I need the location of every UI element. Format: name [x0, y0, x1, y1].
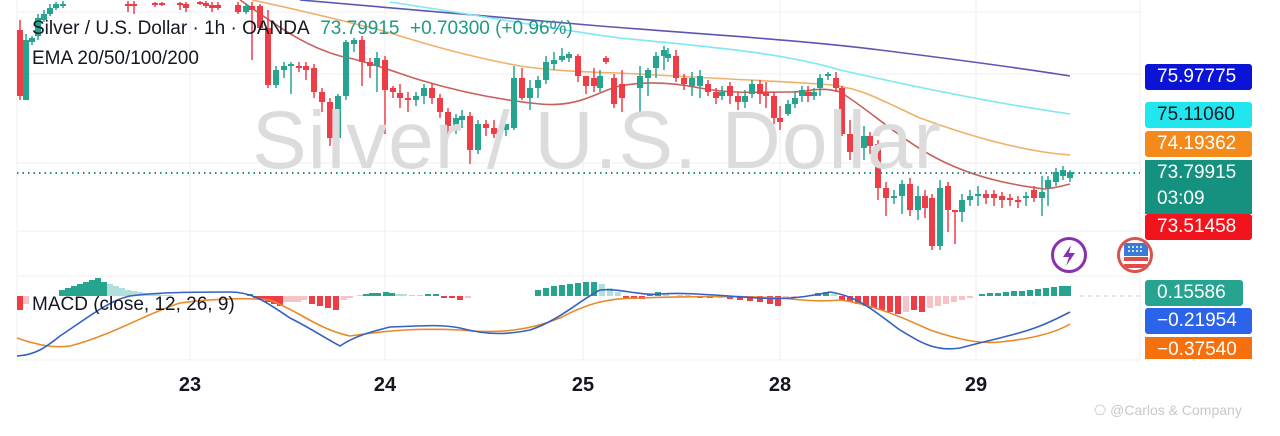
ema100-price-tag: 75.11060 [1145, 102, 1252, 128]
chart-legend[interactable]: Silver / U.S. Dollar · 1h · OANDA 73.799… [32, 18, 573, 40]
ema20-price-tag: 73.51458 [1145, 214, 1252, 240]
last-price: 73.79915 [320, 18, 400, 39]
bar-countdown: 03:09 [1157, 188, 1205, 209]
ema-legend[interactable]: EMA 20/50/100/200 [32, 48, 199, 69]
macd-signal-line [16, 295, 1071, 348]
lightning-icon[interactable] [1051, 237, 1087, 273]
watermark: Silver / U.S. Dollar [252, 95, 942, 186]
logo-icon: ⎔ [1094, 402, 1111, 418]
price-change-pct: (+0.96%) [495, 18, 573, 39]
ema20-line [239, 0, 1071, 190]
macd-line-tag: −0.21954 [1145, 308, 1252, 334]
last-price-tag: 73.79915 03:09 [1145, 160, 1252, 214]
symbol-title: Silver / U.S. Dollar · 1h · OANDA [32, 18, 310, 39]
watermark-credit: ⎔ @Carlos & Company [1094, 402, 1242, 418]
ema200-price-tag: 75.97775 [1145, 64, 1252, 90]
macd-histogram-tag: 0.15586 [1145, 280, 1243, 306]
time-axis-label: 29 [964, 374, 988, 396]
gridlines [16, 0, 1141, 361]
time-axis-label: 23 [178, 374, 202, 396]
time-axis-label: 25 [571, 374, 595, 396]
price-change: +0.70300 [410, 18, 490, 39]
time-axis-label: 24 [373, 374, 397, 396]
time-axis-label: 28 [768, 374, 792, 396]
us-flag-icon[interactable] [1117, 237, 1153, 273]
candles[interactable] [17, 1, 1073, 250]
macd-signal-tag: −0.37540 [1145, 337, 1252, 359]
macd-legend[interactable]: MACD (close, 12, 26, 9) [32, 294, 235, 315]
ema50-price-tag: 74.19362 [1145, 131, 1252, 157]
macd-lines [16, 288, 1071, 357]
macd-line [16, 288, 1071, 357]
ema100-line [389, 1, 1071, 115]
last-price-value: 73.79915 [1157, 162, 1237, 183]
ema200-line [299, 0, 1071, 77]
